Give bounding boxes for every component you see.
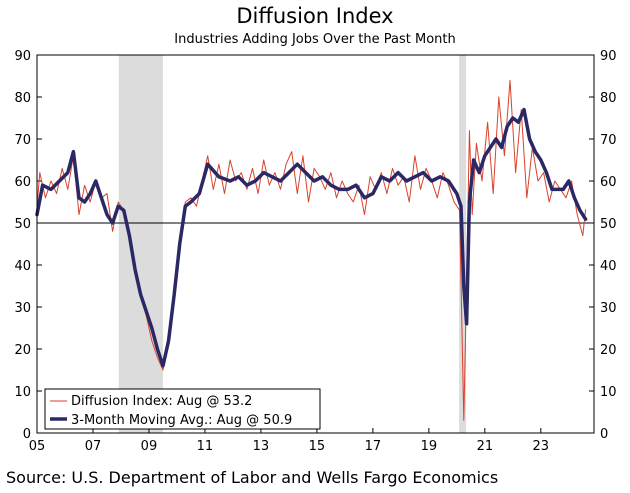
y-axis-right: 0 10 20 30 40 50 60 70 80 90 (589, 49, 617, 442)
y-tick-left-label: 70 (14, 133, 31, 148)
y-tick-right-label: 0 (600, 427, 608, 442)
x-tick-label: 15 (309, 439, 326, 454)
x-tick-label: 07 (85, 439, 102, 454)
legend-label-diffusion: Diffusion Index: Aug @ 53.2 (71, 394, 252, 409)
y-axis-left: 0 10 20 30 40 50 60 70 80 90 (14, 49, 42, 442)
y-tick-left-label: 20 (14, 343, 31, 358)
series-line-moving-avg (35, 107, 588, 368)
y-tick-right-label: 60 (600, 175, 617, 190)
recession-band-0 (118, 55, 163, 433)
chart-title: Diffusion Index (236, 4, 394, 28)
plot-frame (36, 54, 595, 434)
source-note: Source: U.S. Department of Labor and Wel… (6, 468, 499, 487)
x-tick-label: 05 (29, 439, 46, 454)
y-tick-right-label: 40 (600, 259, 617, 274)
legend-label-moving-avg: 3-Month Moving Avg.: Aug @ 50.9 (71, 413, 292, 428)
series-layer (35, 79, 588, 421)
legend-box (44, 388, 321, 430)
y-tick-right-label: 30 (600, 301, 617, 316)
plot-border (36, 54, 595, 434)
x-tick-label: 21 (477, 439, 494, 454)
y-tick-right-label: 90 (600, 49, 617, 64)
recession-bands (118, 55, 467, 433)
y-tick-left-label: 80 (14, 91, 31, 106)
y-tick-left-label: 50 (14, 217, 31, 232)
x-tick-label: 19 (421, 439, 438, 454)
y-tick-left-label: 90 (14, 49, 31, 64)
x-axis: 05 07 09 11 13 15 17 19 21 23 (29, 428, 549, 454)
y-tick-right-label: 20 (600, 343, 617, 358)
y-tick-left-label: 10 (14, 385, 31, 400)
legend: Diffusion Index: Aug @ 53.2 3-Month Movi… (44, 388, 321, 430)
y-tick-right-label: 80 (600, 91, 617, 106)
y-tick-left-label: 40 (14, 259, 31, 274)
x-tick-label: 17 (365, 439, 382, 454)
y-tick-left-label: 0 (23, 427, 31, 442)
x-tick-label: 23 (533, 439, 550, 454)
y-tick-right-label: 50 (600, 217, 617, 232)
y-tick-left-label: 60 (14, 175, 31, 190)
chart-subtitle: Industries Adding Jobs Over the Past Mon… (174, 32, 456, 47)
y-tick-right-label: 10 (600, 385, 617, 400)
y-tick-right-label: 70 (600, 133, 617, 148)
x-tick-label: 11 (197, 439, 214, 454)
x-tick-label: 09 (141, 439, 158, 454)
y-tick-left-label: 30 (14, 301, 31, 316)
x-tick-label: 13 (253, 439, 270, 454)
